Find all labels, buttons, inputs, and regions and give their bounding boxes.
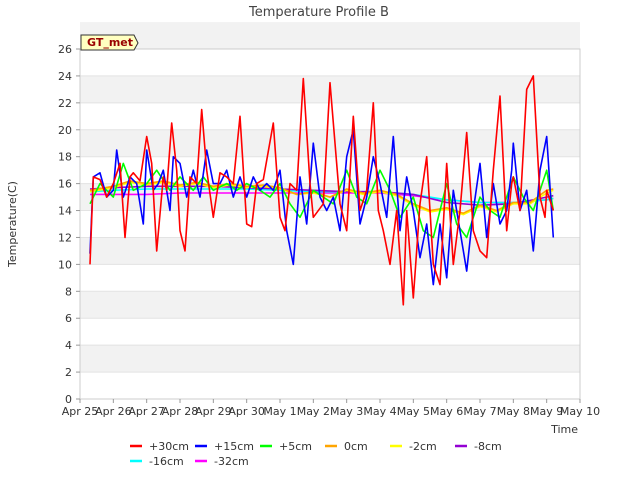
y-tick-label: 4	[65, 339, 72, 352]
series-line-30cm	[89, 75, 555, 306]
legend-label: -32cm	[214, 455, 249, 468]
y-tick-label: 2	[65, 366, 72, 379]
x-tick-label: May 9	[530, 405, 563, 418]
x-tick-label: May 6	[430, 405, 463, 418]
x-tick-label: May 3	[330, 405, 363, 418]
x-tick-label: May 10	[560, 405, 600, 418]
station-label: GT_met	[87, 36, 133, 49]
legend-label: +5cm	[279, 440, 312, 453]
x-tick-label: Apr 28	[162, 405, 199, 418]
grid-band	[80, 22, 580, 49]
y-tick-label: 0	[65, 393, 72, 406]
y-tick-label: 20	[58, 124, 72, 137]
x-tick-label: Apr 30	[228, 405, 265, 418]
y-tick-label: 22	[58, 97, 72, 110]
x-tick-label: Apr 29	[195, 405, 232, 418]
x-tick-label: May 5	[397, 405, 430, 418]
y-axis-label: Temperature(C)	[6, 181, 19, 268]
chart-title: Temperature Profile B	[248, 5, 389, 20]
y-tick-label: 10	[58, 258, 72, 271]
y-tick-label: 18	[58, 151, 72, 164]
legend-label: +30cm	[149, 440, 189, 453]
x-tick-label: May 1	[263, 405, 296, 418]
legend-label: +15cm	[214, 440, 254, 453]
series-lines	[89, 75, 555, 306]
legend-label: -8cm	[474, 440, 502, 453]
station-label-box: GT_met	[80, 34, 139, 51]
x-tick-label: May 8	[497, 405, 530, 418]
y-tick-label: 26	[58, 43, 72, 56]
x-tick-label: Apr 27	[128, 405, 165, 418]
x-tick-label: May 4	[363, 405, 396, 418]
grid-band	[80, 237, 580, 265]
series-line-15cm	[89, 129, 555, 286]
y-tick-label: 12	[58, 231, 72, 244]
legend-label: 0cm	[344, 440, 368, 453]
x-tick-label: Apr 26	[95, 405, 132, 418]
grid-band	[80, 291, 580, 319]
legend-label: -16cm	[149, 455, 184, 468]
grid-band	[80, 345, 580, 373]
x-tick-label: Apr 25	[62, 405, 99, 418]
y-tick-label: 6	[65, 312, 72, 325]
plot-frame	[79, 48, 581, 400]
x-tick-label: May 7	[463, 405, 496, 418]
x-tick-label: May 2	[297, 405, 330, 418]
y-tick-label: 24	[58, 70, 72, 83]
grid-band	[80, 129, 580, 157]
y-tick-label: 16	[58, 178, 72, 191]
legend: +30cm +15cm +5cm 0cm -2cm -8cm -16cm -32cm	[130, 440, 502, 468]
x-axis-label: Time	[550, 423, 578, 436]
y-tick-label: 8	[65, 285, 72, 298]
legend-label: -2cm	[409, 440, 437, 453]
y-tick-label: 14	[58, 205, 72, 218]
